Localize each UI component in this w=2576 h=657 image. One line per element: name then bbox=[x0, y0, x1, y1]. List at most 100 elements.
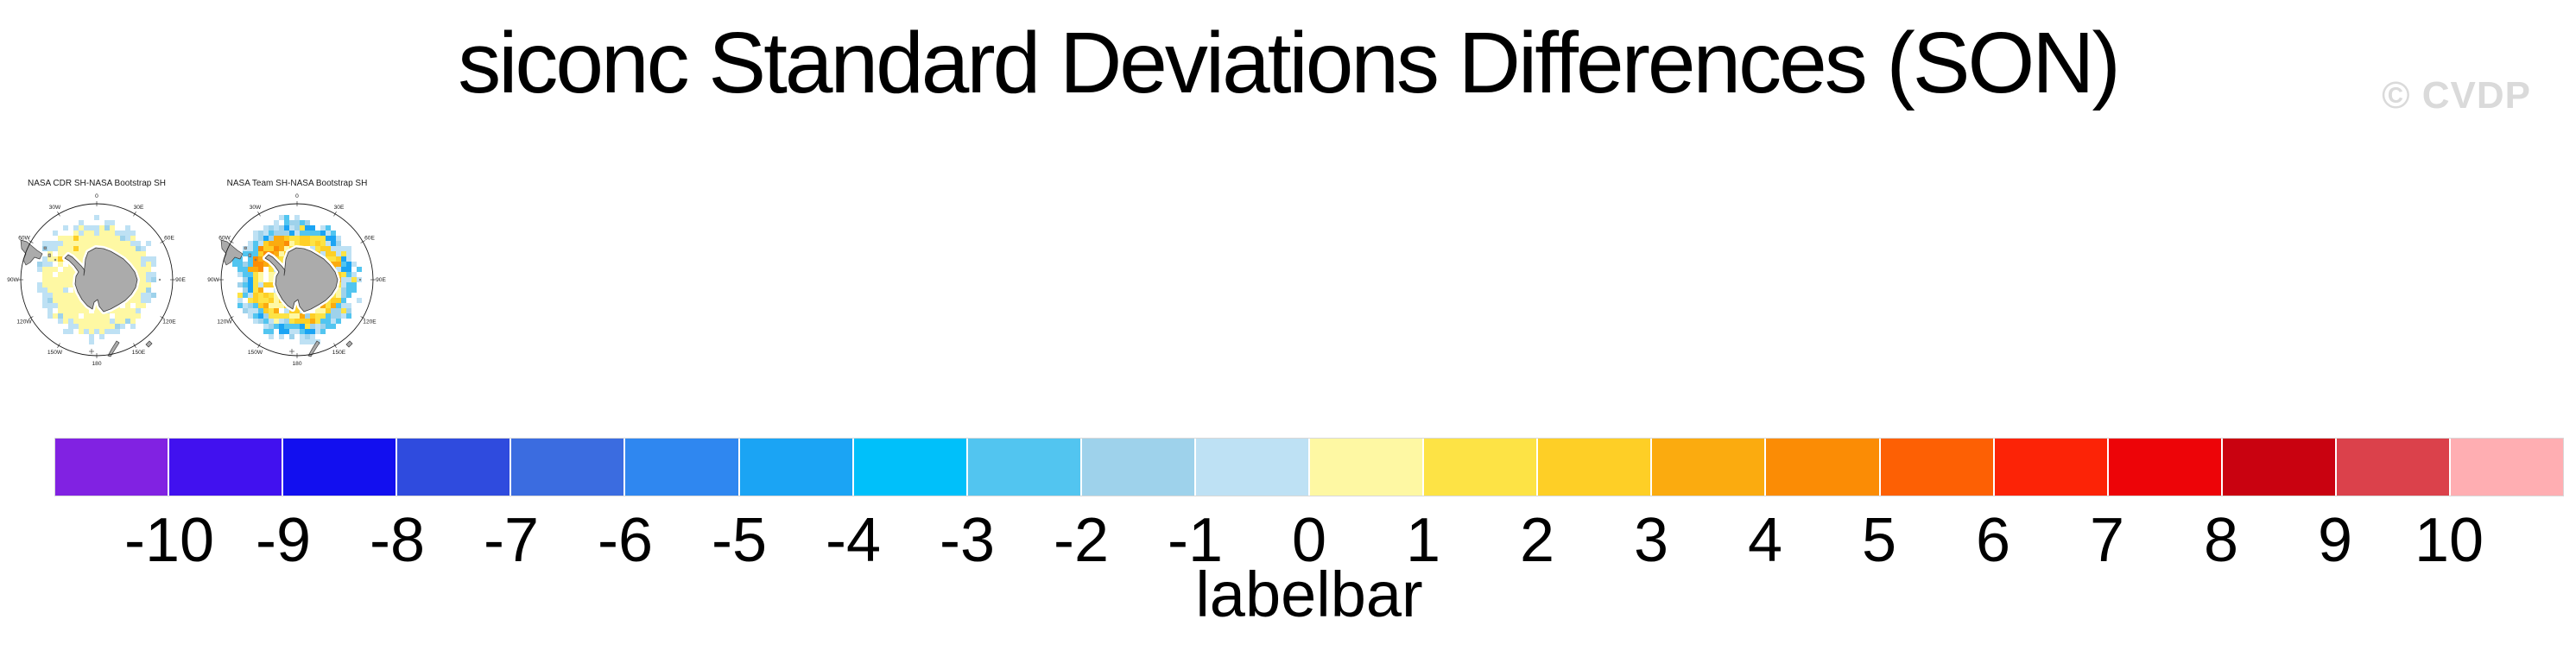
page-title: siconc Standard Deviations Differences (… bbox=[458, 15, 2121, 111]
ice-diff-cell bbox=[346, 256, 351, 262]
ice-diff-cell bbox=[73, 236, 79, 241]
ice-diff-cell bbox=[289, 231, 294, 236]
ice-diff-cell bbox=[279, 231, 284, 236]
ice-diff-cell bbox=[269, 236, 274, 241]
ice-diff-cell bbox=[125, 303, 130, 308]
ice-diff-cell bbox=[63, 287, 68, 293]
ice-diff-cell bbox=[146, 282, 151, 287]
ice-diff-cell bbox=[58, 319, 63, 324]
ice-diff-cell bbox=[58, 256, 63, 262]
ice-diff-cell bbox=[305, 339, 310, 344]
ice-diff-cell bbox=[104, 225, 110, 231]
ice-diff-cell bbox=[326, 308, 331, 313]
ice-diff-cell bbox=[284, 241, 289, 246]
ice-diff-cell bbox=[346, 313, 351, 319]
lon-tick bbox=[333, 343, 337, 348]
ice-diff-cell bbox=[320, 308, 326, 313]
labelbar-tick-label: -3 bbox=[939, 506, 996, 575]
labelbar-tick-label: -6 bbox=[597, 506, 654, 575]
ice-diff-cell bbox=[279, 241, 284, 246]
ice-diff-cell bbox=[248, 262, 253, 267]
ice-diff-cell bbox=[42, 303, 47, 308]
ice-diff-cell bbox=[289, 319, 294, 324]
ice-diff-cell bbox=[63, 236, 68, 241]
ice-diff-cell bbox=[68, 236, 73, 241]
ice-diff-cell bbox=[99, 324, 104, 329]
ice-diff-cell bbox=[141, 246, 146, 251]
ice-diff-cell bbox=[279, 246, 284, 251]
ice-diff-cell bbox=[136, 256, 141, 262]
ice-diff-cell bbox=[99, 319, 104, 324]
ice-diff-cell bbox=[47, 308, 53, 313]
ice-diff-cell bbox=[141, 272, 146, 277]
lon-tick bbox=[160, 240, 165, 243]
ice-diff-cell bbox=[341, 282, 346, 287]
ice-diff-cell bbox=[110, 319, 115, 324]
ice-diff-cell bbox=[326, 303, 331, 308]
ice-diff-cell bbox=[141, 251, 146, 256]
lon-labels: 0 30E 60E 90E 120E 150E 180 150W 120W 90W 60W 30W bbox=[207, 193, 386, 367]
ice-diff-cell bbox=[141, 277, 146, 282]
ice-diff-cell bbox=[146, 277, 151, 282]
ice-diff-cell bbox=[331, 256, 336, 262]
ice-diff-cell bbox=[47, 293, 53, 298]
ice-diff-cell bbox=[53, 246, 58, 251]
ice-diff-cell bbox=[47, 267, 53, 272]
ice-diff-cell bbox=[269, 313, 274, 319]
ice-diff-cell bbox=[58, 313, 63, 319]
lon-label: 0 bbox=[295, 193, 299, 199]
ice-diff-cell bbox=[326, 324, 331, 329]
lon-label: 0 bbox=[95, 193, 98, 199]
ice-diff-cell bbox=[243, 262, 248, 267]
ice-diff-cell bbox=[279, 215, 284, 220]
ice-diff-cell bbox=[310, 236, 315, 241]
ice-diff-cell bbox=[269, 334, 274, 339]
ice-diff-cell bbox=[351, 277, 357, 282]
ice-diff-cell bbox=[58, 262, 63, 267]
ice-diff-cell bbox=[336, 287, 341, 293]
ice-diff-cell bbox=[243, 267, 248, 272]
ice-diff-cell bbox=[58, 287, 63, 293]
ice-diff-cell bbox=[279, 256, 284, 262]
labelbar-caption: labelbar bbox=[1195, 559, 1423, 630]
ice-diff-cell bbox=[58, 272, 63, 277]
labelbar-cell bbox=[1195, 439, 1309, 496]
ice-diff-cell bbox=[269, 272, 274, 277]
ice-diff-cell bbox=[73, 231, 79, 236]
ice-diff-cell bbox=[130, 319, 136, 324]
ice-diff-cell bbox=[289, 324, 294, 329]
ice-diff-cell bbox=[253, 287, 258, 293]
lon-label: 30W bbox=[49, 205, 61, 211]
map-title: NASA CDR SH-NASA Bootstrap SH bbox=[28, 179, 166, 188]
ice-diff-cell bbox=[320, 303, 326, 308]
ice-diff-cell bbox=[269, 319, 274, 324]
ice-diff-cell bbox=[47, 287, 53, 293]
ice-diff-cell bbox=[115, 231, 120, 236]
ice-diff-cell bbox=[73, 324, 79, 329]
ice-diff-cell bbox=[237, 267, 243, 272]
ice-diff-cell bbox=[248, 277, 253, 282]
ice-diff-cell bbox=[346, 293, 351, 298]
labelbar-cell bbox=[1538, 439, 1651, 496]
ice-diff-cell bbox=[253, 277, 258, 282]
ice-diff-cell bbox=[336, 262, 341, 267]
ice-diff-cell bbox=[84, 231, 89, 236]
lon-label: 30E bbox=[334, 205, 345, 211]
ice-diff-cell bbox=[253, 231, 258, 236]
ice-diff-cell bbox=[289, 334, 294, 339]
ice-diff-cell bbox=[47, 262, 53, 267]
ice-diff-cell bbox=[289, 241, 294, 246]
ice-diff-cell bbox=[115, 241, 120, 246]
ice-diff-cell bbox=[125, 319, 130, 324]
labelbar-cell bbox=[1081, 439, 1194, 496]
lon-tick bbox=[28, 316, 34, 319]
ice-diff-cell bbox=[110, 241, 115, 246]
ice-diff-cell bbox=[253, 282, 258, 287]
labelbar-cell bbox=[967, 439, 1080, 496]
labelbar-tick-label: -1 bbox=[1167, 506, 1224, 575]
ice-diff-cell bbox=[274, 251, 279, 256]
ice-diff-cell bbox=[315, 319, 320, 324]
ice-diff-cell bbox=[79, 251, 84, 256]
ice-diff-cell bbox=[104, 324, 110, 329]
ice-diff-cell bbox=[331, 262, 336, 267]
